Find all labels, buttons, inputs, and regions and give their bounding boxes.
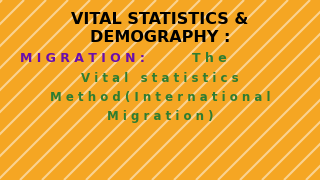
Text: M e t h o d ( I n t e r n a t i o n a l: M e t h o d ( I n t e r n a t i o n a l xyxy=(50,91,270,104)
Text: VITAL STATISTICS &: VITAL STATISTICS & xyxy=(71,12,249,27)
Text: T h e: T h e xyxy=(192,52,227,65)
Text: DEMOGRAPHY :: DEMOGRAPHY : xyxy=(90,30,230,45)
Text: M I G R A T I O N :: M I G R A T I O N : xyxy=(20,52,154,65)
Text: V i t a l   s t a t i s t i c s: V i t a l s t a t i s t i c s xyxy=(81,72,239,85)
Text: M i g r a t i o n ): M i g r a t i o n ) xyxy=(107,110,213,123)
